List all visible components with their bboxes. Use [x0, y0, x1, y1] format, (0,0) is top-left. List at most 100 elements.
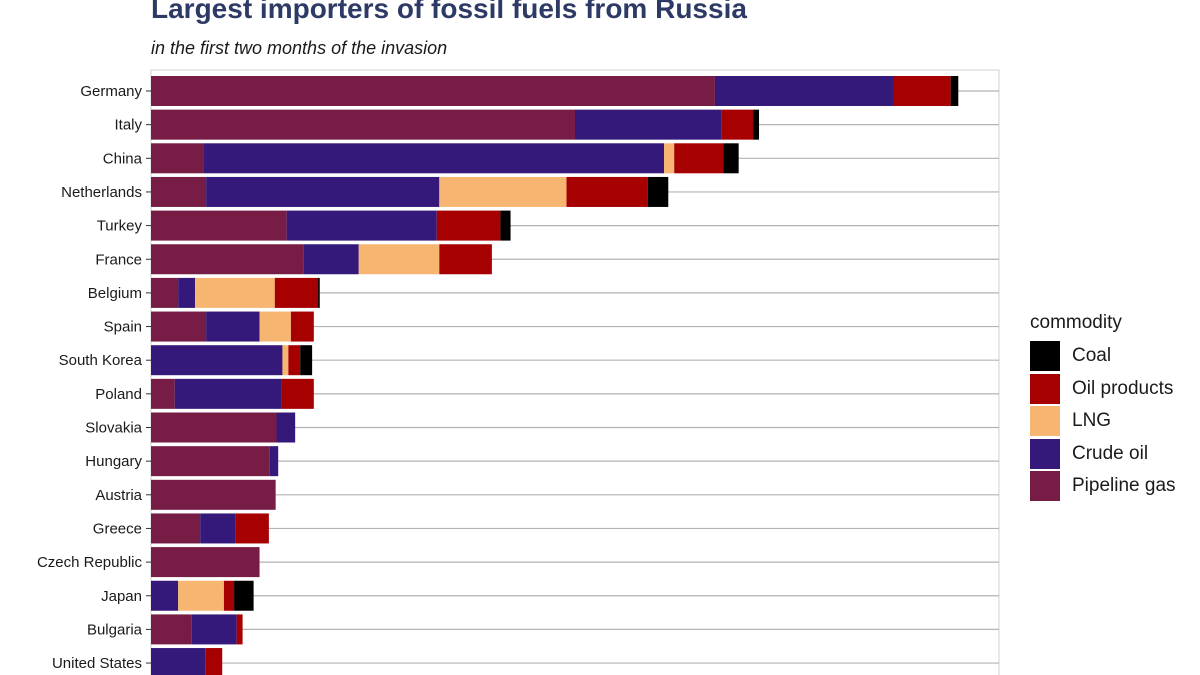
- y-label-germany: Germany: [80, 83, 142, 100]
- bar-germany-crude-oil: [714, 76, 893, 106]
- bar-belgium-oil-products: [274, 277, 319, 308]
- bar-bulgaria-pipeline-gas: [151, 614, 192, 645]
- y-label-japan: Japan: [101, 588, 142, 605]
- bar-spain-crude-oil: [206, 311, 260, 342]
- bar-poland-pipeline-gas: [151, 378, 175, 409]
- bar-france-pipeline-gas: [151, 244, 304, 275]
- legend: commodity Coal Oil products LNG Crude oil Pi…: [1030, 312, 1176, 503]
- bar-turkey-pipeline-gas: [151, 210, 287, 241]
- bar-turkey-crude-oil: [286, 210, 437, 241]
- legend-swatch-coal: [1030, 341, 1060, 372]
- bar-italy-coal: [753, 109, 760, 140]
- legend-label-pipeline-gas: Pipeline gas: [1072, 475, 1176, 497]
- bar-south-korea-lng: [282, 345, 289, 376]
- bar-netherlands-oil-products: [566, 176, 648, 207]
- bar-poland-oil-products: [281, 378, 314, 409]
- bar-austria-pipeline-gas: [151, 479, 276, 510]
- bar-china-pipeline-gas: [151, 143, 204, 174]
- legend-title: commodity: [1030, 312, 1122, 333]
- y-label-bulgaria: Bulgaria: [87, 621, 143, 638]
- bar-belgium-lng: [195, 277, 275, 308]
- legend-item-oil-products: Oil products: [1030, 373, 1176, 406]
- bar-china-crude-oil: [203, 143, 665, 174]
- bar-italy-oil-products: [721, 109, 754, 140]
- bar-czech-republic-pipeline-gas: [151, 547, 260, 578]
- bar-greece-pipeline-gas: [151, 513, 201, 544]
- bar-belgium-coal: [318, 277, 320, 308]
- bars: [151, 76, 959, 675]
- y-label-hungary: Hungary: [85, 453, 142, 470]
- bar-france-crude-oil: [303, 244, 359, 275]
- bar-netherlands-crude-oil: [206, 176, 440, 207]
- bar-spain-lng: [259, 311, 291, 342]
- legend-swatch-lng: [1030, 406, 1060, 437]
- bar-slovakia-pipeline-gas: [151, 412, 277, 443]
- bar-united-states-crude-oil: [151, 648, 206, 675]
- legend-items: Coal Oil products LNG Crude oil Pipeline gas: [1030, 340, 1176, 503]
- bar-netherlands-pipeline-gas: [151, 176, 207, 207]
- bar-greece-crude-oil: [200, 513, 236, 544]
- legend-label-crude-oil: Crude oil: [1072, 442, 1149, 464]
- bar-japan-lng: [178, 580, 224, 611]
- bar-turkey-oil-products: [436, 210, 501, 241]
- y-label-turkey: Turkey: [97, 218, 143, 235]
- bar-germany-oil-products: [893, 76, 951, 106]
- bar-germany-pipeline-gas: [151, 76, 715, 106]
- y-label-south-korea: South Korea: [59, 352, 143, 369]
- bar-bulgaria-oil-products: [236, 614, 243, 645]
- bar-japan-coal: [234, 580, 254, 611]
- y-label-china: China: [103, 150, 143, 167]
- bar-belgium-pipeline-gas: [151, 277, 179, 308]
- bar-china-lng: [664, 143, 675, 174]
- bar-china-oil-products: [674, 143, 724, 174]
- bar-italy-pipeline-gas: [151, 109, 575, 140]
- bar-france-lng: [358, 244, 440, 275]
- y-label-united-states: United States: [52, 655, 142, 672]
- bar-south-korea-coal: [300, 345, 313, 376]
- bar-turkey-coal: [500, 210, 511, 241]
- bar-spain-oil-products: [290, 311, 314, 342]
- y-label-italy: Italy: [114, 117, 142, 134]
- chart-subtitle: in the first two months of the invasion: [151, 38, 448, 58]
- y-label-france: France: [95, 251, 142, 268]
- legend-label-coal: Coal: [1072, 345, 1112, 367]
- bar-china-coal: [723, 143, 739, 174]
- chart-title: Largest importers of fossil fuels from R…: [151, 0, 747, 24]
- bar-italy-crude-oil: [575, 109, 722, 140]
- bar-spain-pipeline-gas: [151, 311, 207, 342]
- bar-japan-oil-products: [223, 580, 235, 611]
- legend-label-lng: LNG: [1072, 410, 1112, 432]
- legend-swatch-oil-products: [1030, 373, 1060, 404]
- bar-slovakia-crude-oil: [276, 412, 296, 443]
- bar-netherlands-lng: [439, 176, 567, 207]
- bar-south-korea-oil-products: [288, 345, 301, 376]
- y-label-czech-republic: Czech Republic: [37, 554, 143, 571]
- y-label-greece: Greece: [93, 520, 142, 537]
- bar-netherlands-coal: [647, 176, 669, 207]
- bar-germany-coal: [950, 76, 959, 106]
- y-label-belgium: Belgium: [88, 285, 142, 302]
- bar-greece-oil-products: [235, 513, 269, 544]
- legend-item-coal: Coal: [1030, 340, 1176, 373]
- bar-united-states-oil-products: [205, 648, 223, 675]
- legend-swatch-crude-oil: [1030, 438, 1060, 469]
- y-label-spain: Spain: [104, 319, 142, 336]
- bar-hungary-pipeline-gas: [151, 446, 270, 477]
- bar-south-korea-crude-oil: [151, 345, 283, 376]
- bar-japan-crude-oil: [151, 580, 179, 611]
- legend-item-crude-oil: Crude oil: [1030, 438, 1176, 471]
- y-label-poland: Poland: [95, 386, 142, 403]
- y-tick-labels: Germany Italy China Netherlands Turkey France…: [37, 83, 143, 672]
- bar-france-oil-products: [439, 244, 492, 275]
- legend-item-lng: LNG: [1030, 405, 1176, 438]
- bar-bulgaria-crude-oil: [191, 614, 237, 645]
- y-label-netherlands: Netherlands: [61, 184, 142, 201]
- y-label-austria: Austria: [95, 487, 142, 504]
- legend-item-pipeline-gas: Pipeline gas: [1030, 470, 1176, 503]
- y-label-slovakia: Slovakia: [85, 420, 142, 437]
- bar-hungary-crude-oil: [269, 446, 279, 477]
- bar-belgium-crude-oil: [178, 277, 196, 308]
- bar-poland-crude-oil: [174, 378, 282, 409]
- legend-label-oil-products: Oil products: [1072, 377, 1174, 399]
